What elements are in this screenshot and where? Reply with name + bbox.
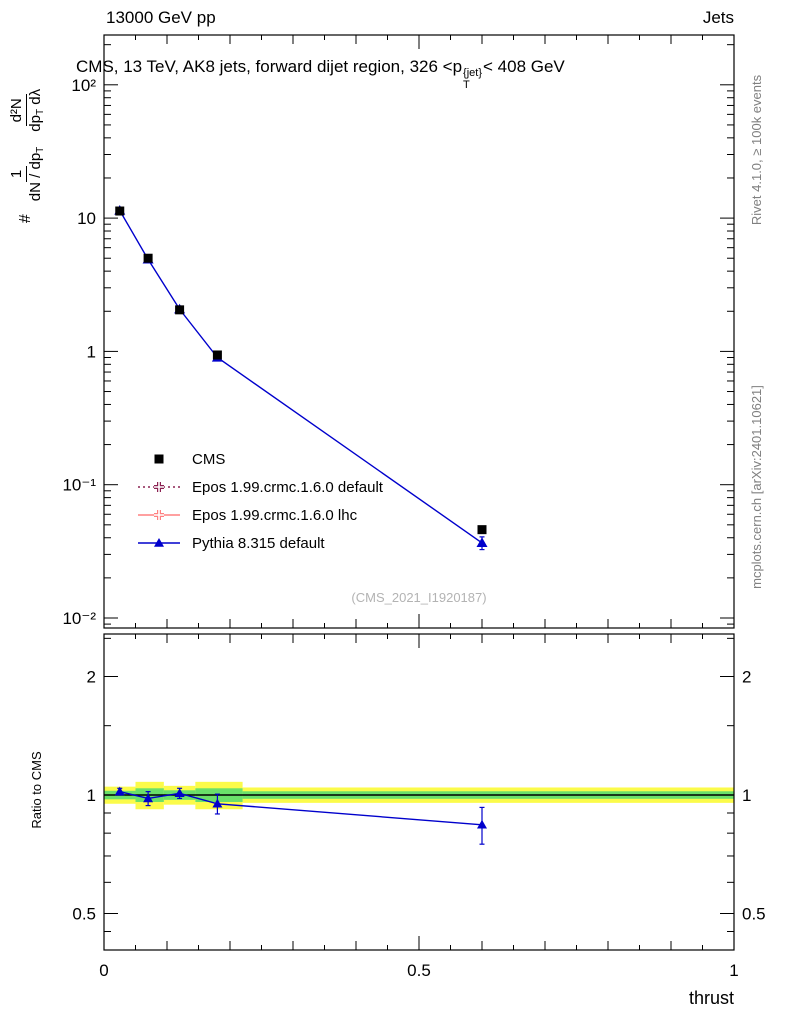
legend-label-pythia: Pythia 8.315 default [192, 534, 325, 552]
ylabel-frac2-den: dpT dλ [26, 87, 46, 134]
title-subscript: T [463, 78, 470, 91]
title-text-pre: CMS, 13 TeV, AK8 jets, forward dijet reg… [76, 57, 463, 76]
pythia-marker-icon [138, 538, 180, 547]
analysis-topic-label: Jets [702, 8, 734, 27]
ratio-series [114, 786, 487, 845]
analysis-id-watermark: (CMS_2021_I1920187) [351, 590, 487, 605]
svg-text:0.5: 0.5 [742, 905, 766, 924]
axis-tick-labels: 10² 10 1 10⁻¹ 10⁻² 2 2 1 1 0.5 0.5 0 0.5 1 [62, 76, 765, 980]
epos-default-marker-icon [138, 482, 180, 492]
svg-text:1: 1 [87, 786, 96, 805]
ylabel-frac1-den-text: dN / dp [26, 152, 44, 202]
svg-text:2: 2 [742, 668, 751, 687]
epos-lhc-marker-icon [138, 510, 180, 520]
ylabel-frac2-den-text: dp [26, 115, 44, 132]
legend-item-epos-default: Epos 1.99.crmc.1.6.0 default [136, 473, 383, 501]
svg-text:1: 1 [729, 961, 738, 980]
legend-item-pythia: Pythia 8.315 default [136, 529, 383, 557]
beam-energy-label: 13000 GeV pp [106, 8, 216, 27]
y-axis-label: # 1 dN / dpT d²N dpT dλ [0, 15, 52, 295]
legend-label-cms: CMS [192, 450, 226, 468]
cms-marker-icon [154, 454, 164, 464]
x-axis-label: thrust [688, 988, 734, 1008]
mcplots-arxiv-note: mcplots.cern.ch [arXiv:2401.10621] [749, 385, 764, 589]
title-text-post: < 408 GeV [483, 57, 565, 76]
svg-text:0.5: 0.5 [72, 905, 96, 924]
ylabel-fraction-2: d²N dpT dλ [8, 87, 46, 134]
title-superscript: {jet} [463, 67, 483, 79]
plot-title: CMS, 13 TeV, AK8 jets, forward dijet reg… [76, 57, 565, 91]
svg-text:0.5: 0.5 [407, 961, 431, 980]
legend-item-epos-lhc: Epos 1.99.crmc.1.6.0 lhc [136, 501, 383, 529]
ratio-axis-label: Ratio to CMS [29, 751, 44, 829]
legend-item-cms: CMS [136, 445, 383, 473]
svg-text:10⁻²: 10⁻² [62, 609, 96, 628]
axis-ticks [103, 35, 735, 950]
ylabel-frac1-den-sub: T [34, 146, 46, 153]
svg-text:2: 2 [87, 668, 96, 687]
svg-text:1: 1 [742, 786, 751, 805]
main-series [114, 205, 488, 551]
svg-text:1: 1 [87, 342, 96, 361]
title-supsub: {jet} T [463, 67, 483, 91]
ylabel-fraction-1: 1 dN / dpT [8, 145, 46, 203]
svg-text:10²: 10² [71, 76, 96, 95]
svg-text:0: 0 [99, 961, 108, 980]
ylabel-prefix: # [17, 214, 34, 224]
ylabel-frac2-num: d²N [8, 94, 27, 127]
legend-label-epos-lhc: Epos 1.99.crmc.1.6.0 lhc [192, 506, 358, 524]
ylabel-frac1-den: dN / dpT [26, 145, 46, 203]
ylabel-frac2-den-text2: dλ [26, 88, 44, 109]
ylabel-frac1-num: 1 [8, 165, 27, 183]
rivet-version-note: Rivet 4.1.0, ≥ 100k events [749, 74, 764, 226]
legend-label-epos-default: Epos 1.99.crmc.1.6.0 default [192, 478, 383, 496]
svg-text:10⁻¹: 10⁻¹ [62, 476, 96, 495]
legend: CMS Epos 1.99.crmc.1.6.0 default Epos 1.… [136, 445, 383, 557]
ylabel-frac2-den-sub: T [34, 108, 46, 116]
svg-text:10: 10 [77, 209, 96, 228]
